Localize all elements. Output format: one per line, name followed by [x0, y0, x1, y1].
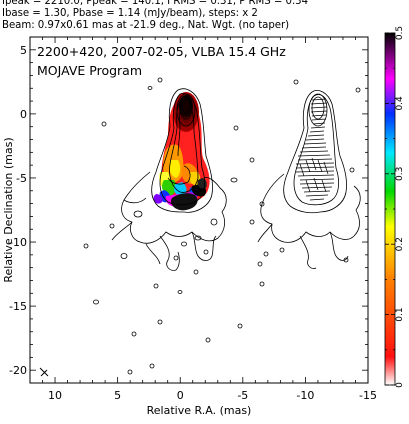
y-tick-label: 5 [20, 44, 27, 57]
polarization-vector-panel [257, 79, 361, 269]
y-tick-label: -5 [16, 172, 27, 185]
y-axis-label: Relative Declination (mas) [2, 137, 15, 282]
plot-frame [29, 36, 369, 384]
intensity-contours-left [83, 77, 285, 375]
x-tick-label: -5 [237, 389, 248, 402]
chart-title: 2200+420, 2007-02-05, VLBA 15.4 GHz [37, 44, 286, 59]
y-tick-label: 0 [20, 108, 27, 121]
colorbar-tick-label: 0.1 [395, 307, 405, 321]
y-tick-label: -20 [9, 364, 27, 377]
header-line-beam: Beam: 0.97x0.61 mas at -21.9 deg., Nat. … [2, 20, 290, 31]
map-content [39, 77, 361, 377]
header-line-peaks: Ipeak = 2210.0, Ppeak = 140.1, I RMS = 0… [2, 0, 309, 7]
header-line-base: Ibase = 1.30, Pbase = 1.14 (mJy/beam), s… [2, 8, 258, 19]
chart-subtitle: MOJAVE Program [37, 63, 142, 78]
x-axis-label: Relative R.A. (mas) [147, 404, 252, 417]
polarization-ticks [295, 98, 335, 201]
colorbar-tick-label: 0.5 [395, 26, 405, 40]
colorbar-tick-label: 0.3 [395, 167, 405, 181]
colorbar-ticks: 0 0.1 0.2 0.3 0.4 0.5 [385, 26, 405, 388]
x-tick-label: 0 [177, 389, 184, 402]
x-axis-ticks: 10 5 0 -5 -10 -15 [29, 37, 377, 402]
x-tick-label: -10 [296, 389, 314, 402]
beam-symbol [39, 367, 49, 377]
x-tick-label: -15 [359, 389, 377, 402]
colorbar-tick-label: 0 [395, 382, 405, 388]
y-tick-label: -10 [9, 236, 27, 249]
y-tick-label: -15 [9, 300, 27, 313]
x-tick-label: 10 [48, 389, 62, 402]
y-axis-ticks: 5 0 -5 -10 -15 -20 [9, 36, 368, 384]
x-tick-label: 5 [114, 389, 121, 402]
colorbar-tick-label: 0.2 [395, 237, 405, 251]
colorbar-tick-label: 0.4 [395, 96, 405, 111]
